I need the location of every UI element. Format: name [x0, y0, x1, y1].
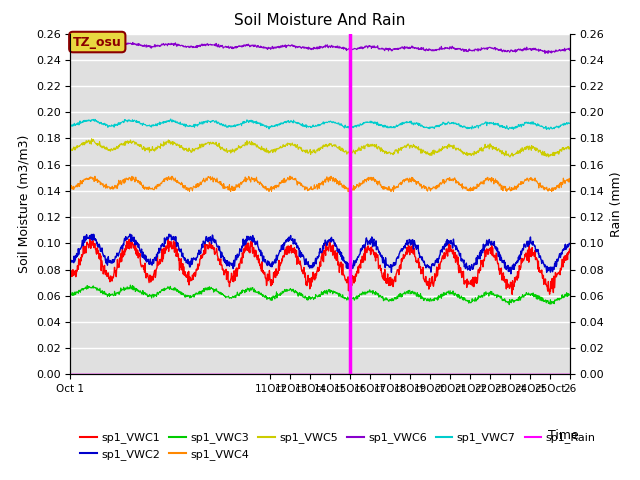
Text: TZ_osu: TZ_osu [73, 36, 122, 48]
Y-axis label: Soil Moisture (m3/m3): Soil Moisture (m3/m3) [17, 135, 30, 273]
Legend: sp1_VWC1, sp1_VWC2, sp1_VWC3, sp1_VWC4, sp1_VWC5, sp1_VWC6, sp1_VWC7, sp1_Rain: sp1_VWC1, sp1_VWC2, sp1_VWC3, sp1_VWC4, … [76, 428, 600, 464]
Text: Time: Time [548, 429, 579, 442]
Title: Soil Moisture And Rain: Soil Moisture And Rain [234, 13, 406, 28]
Y-axis label: Rain (mm): Rain (mm) [610, 171, 623, 237]
